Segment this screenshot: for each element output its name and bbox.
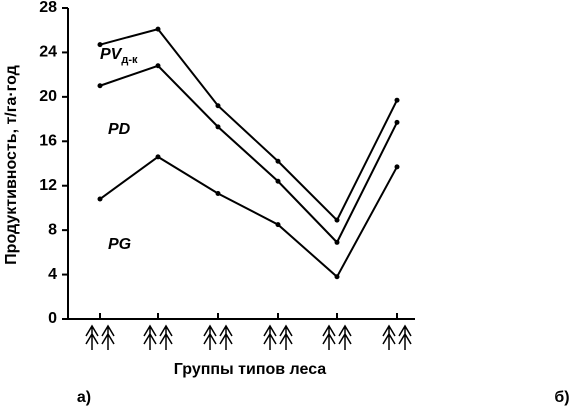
- point: [215, 190, 221, 196]
- point: [334, 239, 340, 245]
- category-icon: [263, 324, 293, 350]
- line: [99, 27, 398, 222]
- panel-label: б): [554, 389, 569, 406]
- point: [394, 119, 400, 125]
- icon-stroke: [263, 324, 277, 350]
- point: [215, 103, 221, 109]
- point: [155, 63, 161, 69]
- icon-stroke: [398, 324, 412, 350]
- y-tick-label: 28: [39, 0, 57, 16]
- y-tick-label: 20: [39, 88, 57, 105]
- icon-stroke: [159, 324, 173, 350]
- line: [99, 64, 398, 245]
- category-icon: [203, 324, 233, 350]
- point: [334, 217, 340, 223]
- series-subscript: д-к: [121, 54, 138, 66]
- point: [334, 274, 340, 280]
- y-tick-label: 0: [48, 310, 57, 327]
- icon-stroke: [322, 324, 336, 350]
- panel-label: а): [77, 389, 91, 406]
- point: [275, 222, 281, 228]
- point: [394, 164, 400, 170]
- series-label: PD: [108, 121, 131, 138]
- category-icon: [382, 324, 412, 350]
- category-icon: [322, 324, 352, 350]
- line: [99, 155, 398, 279]
- category-icon: [143, 324, 173, 350]
- series-name: PD: [108, 121, 131, 138]
- icon-stroke: [219, 324, 233, 350]
- y-tick-label: 4: [48, 266, 57, 283]
- y-tick-label: 8: [48, 221, 57, 238]
- point: [215, 124, 221, 130]
- point: [97, 196, 103, 202]
- icon-stroke: [338, 324, 352, 350]
- series-label: PVд-к: [100, 46, 138, 66]
- point: [97, 42, 103, 48]
- y-tick-label: 24: [39, 44, 57, 61]
- icon-stroke: [203, 324, 217, 350]
- point: [155, 154, 161, 160]
- point: [275, 178, 281, 184]
- icon-stroke: [279, 324, 293, 350]
- icon-stroke: [143, 324, 157, 350]
- icon-stroke: [101, 324, 115, 350]
- y-axis-label: Продуктивность, т/га·год: [3, 65, 20, 265]
- point: [155, 26, 161, 32]
- y-tick-label: 12: [39, 177, 57, 194]
- icon-stroke: [85, 324, 99, 350]
- category-icon: [85, 324, 115, 350]
- point: [394, 97, 400, 103]
- x-axis-label: Группы типов леса: [174, 361, 326, 378]
- point: [275, 158, 281, 164]
- series-label: PG: [108, 236, 131, 253]
- series-name: PG: [108, 236, 131, 253]
- icon-stroke: [382, 324, 396, 350]
- y-tick-label: 16: [39, 133, 57, 150]
- series-name: PV: [100, 46, 123, 63]
- point: [97, 83, 103, 89]
